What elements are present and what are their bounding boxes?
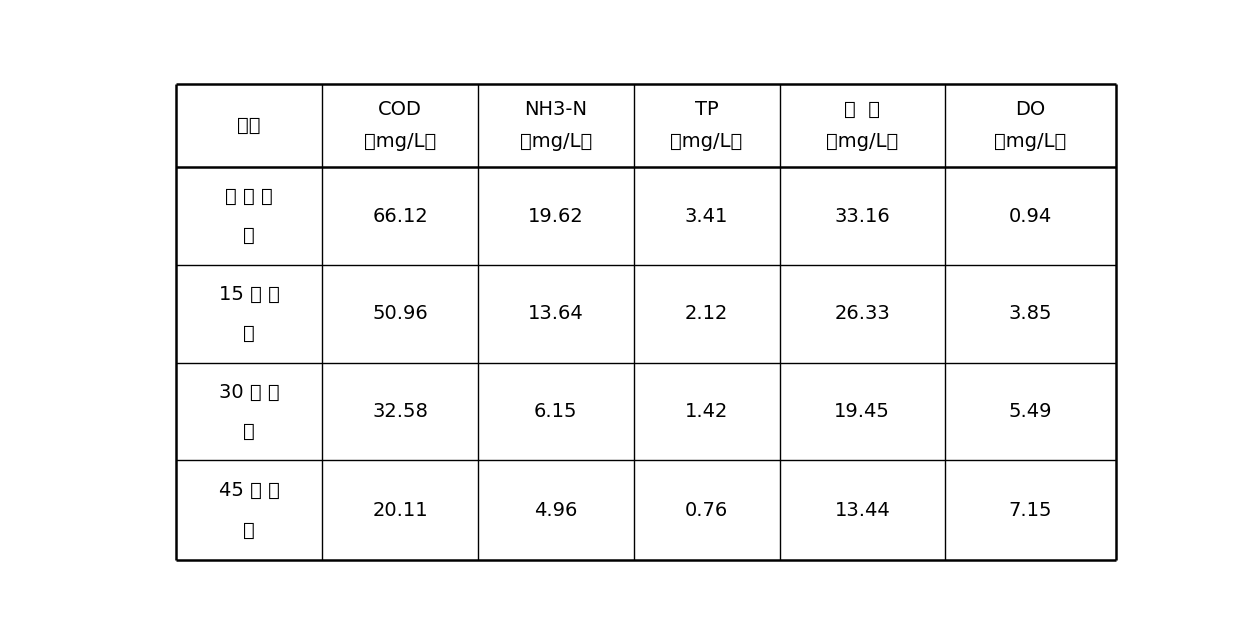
Text: 0.94: 0.94 <box>1009 207 1052 225</box>
Text: 19.45: 19.45 <box>835 402 890 421</box>
Text: 19.62: 19.62 <box>528 207 584 225</box>
Text: DO: DO <box>1016 100 1045 119</box>
Text: 质: 质 <box>243 226 255 245</box>
Text: （mg/L）: （mg/L） <box>826 132 899 151</box>
Text: 5.49: 5.49 <box>1008 402 1053 421</box>
Text: 20.11: 20.11 <box>372 501 428 520</box>
Text: 6.15: 6.15 <box>534 402 578 421</box>
Text: 15 天 水: 15 天 水 <box>218 285 279 304</box>
Text: 0.76: 0.76 <box>684 501 728 520</box>
Text: （mg/L）: （mg/L） <box>363 132 436 151</box>
Text: 指标: 指标 <box>237 116 260 135</box>
Text: 质: 质 <box>243 521 255 540</box>
Text: （mg/L）: （mg/L） <box>671 132 743 151</box>
Text: COD: COD <box>378 100 422 119</box>
Text: 30 天 水: 30 天 水 <box>219 383 279 402</box>
Text: 26.33: 26.33 <box>835 305 890 323</box>
Text: （mg/L）: （mg/L） <box>994 132 1066 151</box>
Text: 3.41: 3.41 <box>684 207 728 225</box>
Text: 3.85: 3.85 <box>1008 305 1053 323</box>
Text: 13.64: 13.64 <box>528 305 584 323</box>
Text: TP: TP <box>694 100 718 119</box>
Text: 66.12: 66.12 <box>372 207 428 225</box>
Text: 45 天 水: 45 天 水 <box>218 481 279 500</box>
Text: 32.58: 32.58 <box>372 402 428 421</box>
Text: 浊  度: 浊 度 <box>844 100 880 119</box>
Text: 4.96: 4.96 <box>534 501 578 520</box>
Text: 初 始 水: 初 始 水 <box>226 187 273 206</box>
Text: 33.16: 33.16 <box>835 207 890 225</box>
Text: 7.15: 7.15 <box>1008 501 1053 520</box>
Text: 50.96: 50.96 <box>372 305 428 323</box>
Text: NH3-N: NH3-N <box>525 100 588 119</box>
Text: 2.12: 2.12 <box>684 305 728 323</box>
Text: （mg/L）: （mg/L） <box>520 132 591 151</box>
Text: 1.42: 1.42 <box>684 402 728 421</box>
Text: 13.44: 13.44 <box>835 501 890 520</box>
Text: 质: 质 <box>243 324 255 343</box>
Text: 质: 质 <box>243 422 255 441</box>
